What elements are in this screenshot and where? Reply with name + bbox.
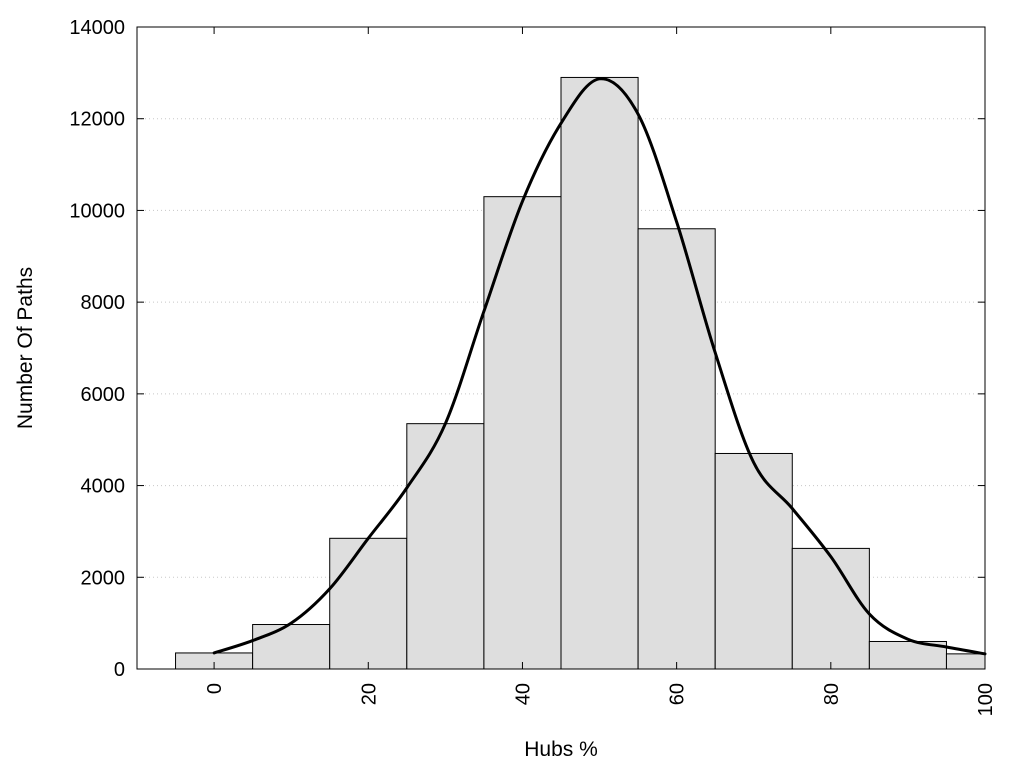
density-curve: [212, 77, 987, 656]
y-tick-label: 2000: [81, 567, 126, 589]
x-tick-label: 40: [512, 683, 534, 705]
density-curve-layer: [212, 77, 987, 656]
y-tick-label: 4000: [81, 476, 126, 498]
y-axis-title: Number Of Paths: [14, 267, 37, 429]
histogram-bar: [483, 196, 562, 670]
y-axis: 0 2000 4000 6000 8000 10000 12000 14000: [69, 17, 985, 681]
histogram-bar: [560, 76, 639, 670]
histogram-bar: [637, 228, 716, 670]
histogram-bars: [175, 76, 986, 670]
y-tick-label: 10000: [69, 200, 125, 222]
x-tick-label: 60: [667, 683, 689, 705]
histogram-bar: [329, 537, 408, 670]
x-tick-label: 0: [204, 683, 226, 694]
histogram-bar: [791, 547, 870, 670]
histogram-bar: [252, 624, 331, 670]
x-tick-label: 20: [358, 683, 380, 705]
y-tick-label: 8000: [81, 292, 126, 314]
y-tick-label: 6000: [81, 384, 126, 406]
x-tick-label: 100: [975, 683, 997, 716]
histogram-bar: [406, 423, 485, 670]
y-tick-label: 14000: [69, 17, 125, 39]
x-axis: 0 20 40 60 80 100: [204, 27, 997, 716]
histogram-bar: [945, 653, 986, 670]
x-tick-label: 80: [821, 683, 843, 705]
x-axis-title: Hubs %: [524, 738, 598, 761]
y-tick-label: 0: [114, 659, 125, 681]
plot-frame: [136, 26, 986, 670]
y-tick-label: 12000: [69, 109, 125, 131]
histogram-bar: [714, 452, 793, 670]
